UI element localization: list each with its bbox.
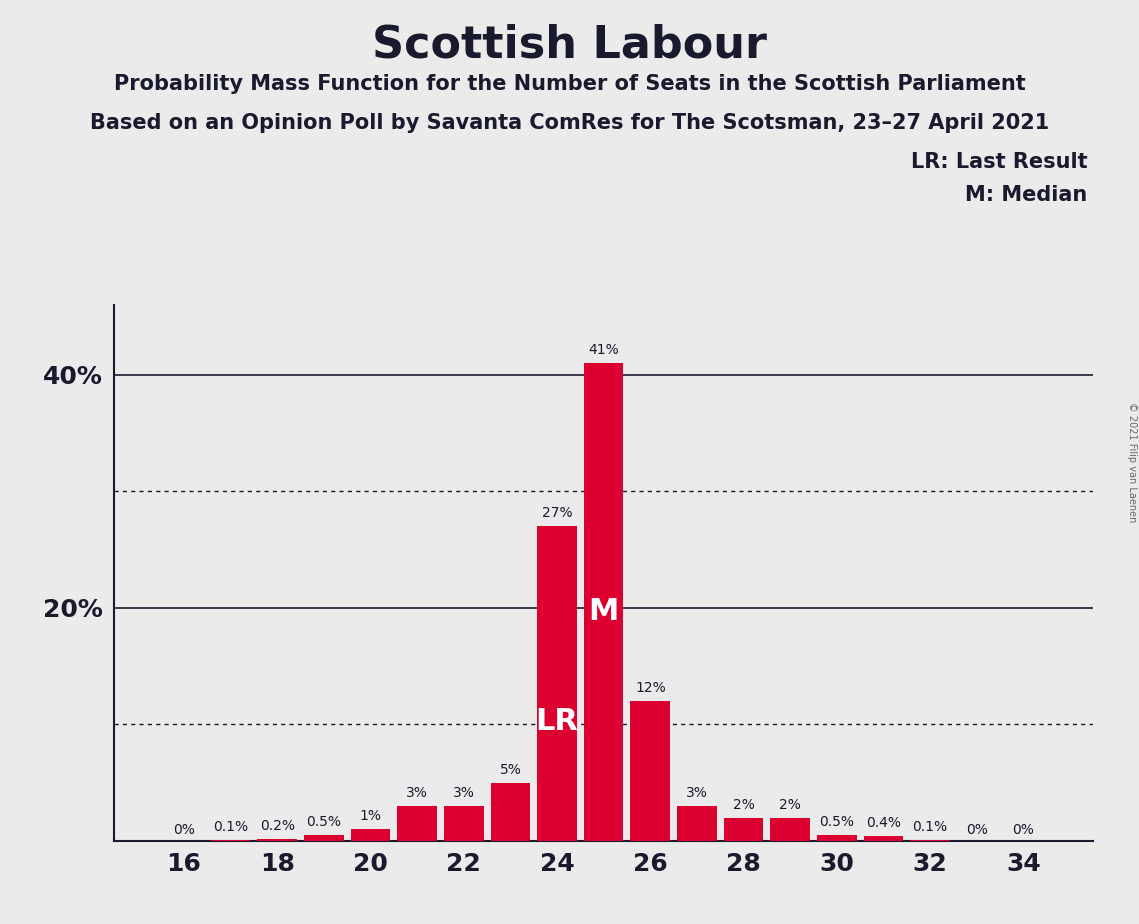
Bar xyxy=(584,363,623,841)
Text: 0.1%: 0.1% xyxy=(912,820,948,833)
Bar xyxy=(304,835,344,841)
Text: 0.5%: 0.5% xyxy=(306,815,342,829)
Bar xyxy=(351,829,391,841)
Text: 2%: 2% xyxy=(779,797,801,811)
Text: LR: Last Result: LR: Last Result xyxy=(911,152,1088,173)
Text: 0.1%: 0.1% xyxy=(213,820,248,833)
Text: 3%: 3% xyxy=(453,786,475,800)
Text: 0%: 0% xyxy=(173,823,195,837)
Bar xyxy=(770,818,810,841)
Bar xyxy=(631,701,670,841)
Text: 1%: 1% xyxy=(360,809,382,823)
Text: M: M xyxy=(589,597,618,626)
Text: M: Median: M: Median xyxy=(966,185,1088,205)
Bar xyxy=(491,783,531,841)
Bar xyxy=(398,806,437,841)
Text: 27%: 27% xyxy=(542,506,572,520)
Text: Scottish Labour: Scottish Labour xyxy=(372,23,767,67)
Bar xyxy=(444,806,484,841)
Text: 3%: 3% xyxy=(407,786,428,800)
Text: 3%: 3% xyxy=(686,786,708,800)
Bar xyxy=(863,836,903,841)
Bar xyxy=(538,527,576,841)
Text: 12%: 12% xyxy=(634,681,665,695)
Text: 41%: 41% xyxy=(589,344,618,358)
Bar xyxy=(211,840,251,841)
Text: © 2021 Filip van Laenen: © 2021 Filip van Laenen xyxy=(1126,402,1137,522)
Text: 5%: 5% xyxy=(499,763,522,777)
Bar xyxy=(677,806,716,841)
Bar xyxy=(817,835,857,841)
Text: 0%: 0% xyxy=(1013,823,1034,837)
Text: 0%: 0% xyxy=(966,823,988,837)
Text: 0.2%: 0.2% xyxy=(260,819,295,833)
Text: LR: LR xyxy=(535,707,579,736)
Text: Probability Mass Function for the Number of Seats in the Scottish Parliament: Probability Mass Function for the Number… xyxy=(114,74,1025,94)
Bar xyxy=(723,818,763,841)
Text: 2%: 2% xyxy=(732,797,754,811)
Text: 0.5%: 0.5% xyxy=(819,815,854,829)
Bar xyxy=(910,840,950,841)
Text: 0.4%: 0.4% xyxy=(866,817,901,831)
Text: Based on an Opinion Poll by Savanta ComRes for The Scotsman, 23–27 April 2021: Based on an Opinion Poll by Savanta ComR… xyxy=(90,113,1049,133)
Bar xyxy=(257,838,297,841)
